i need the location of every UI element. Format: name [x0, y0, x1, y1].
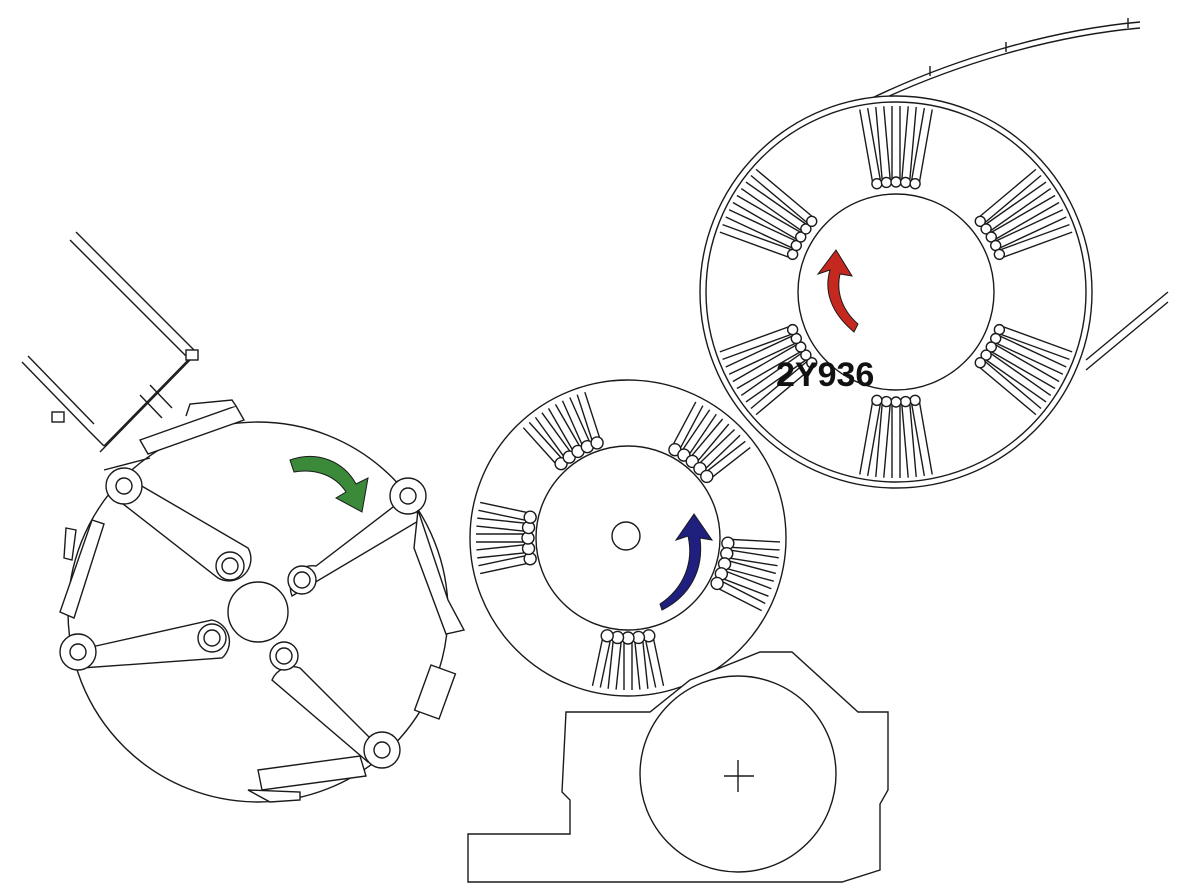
right-drum-finger — [891, 402, 901, 478]
middle-drum-finger-tip — [710, 576, 724, 591]
left-drum — [59, 399, 466, 803]
right-drum-finger-tip — [795, 231, 807, 243]
right-drum-finger-tip — [974, 357, 986, 369]
right-drum-finger — [983, 181, 1052, 233]
middle-drum-finger — [576, 391, 602, 445]
right-drum-finger-tip — [909, 394, 921, 407]
right-drum-finger — [997, 325, 1073, 361]
middle-drum-finger-tip — [523, 510, 537, 524]
right-drum-finger — [859, 399, 882, 476]
base-housing — [467, 651, 889, 883]
middle-drum-finger — [696, 429, 741, 472]
right-drum-finger — [740, 351, 809, 403]
right-drum-finger — [910, 108, 933, 185]
blue-rotation-arrow-icon — [659, 513, 714, 611]
part-number-label: 2Y936 — [776, 356, 874, 394]
right-drum-finger — [875, 106, 892, 183]
right-drum-finger-tip — [880, 176, 893, 189]
middle-drum-finger — [547, 404, 583, 454]
middle-drum-finger — [726, 549, 779, 567]
middle-drum-finger — [633, 636, 649, 690]
right-drum-finger — [977, 359, 1042, 416]
middle-drum-finger — [478, 554, 532, 575]
middle-drum-finger — [723, 559, 777, 582]
right-drum-finger-tip — [806, 215, 818, 227]
right-drum-finger — [750, 359, 815, 416]
right-drum-finger — [977, 168, 1042, 225]
right-drum-finger-tip — [800, 223, 812, 235]
middle-drum-finger — [476, 517, 530, 533]
right-drum-finger — [983, 351, 1052, 403]
right-drum-finger-tip — [890, 396, 902, 408]
right-drum-finger — [719, 223, 795, 259]
middle-drum-finger — [534, 412, 574, 460]
right-drum-finger-tip — [974, 215, 986, 227]
middle-drum-finger — [670, 401, 704, 452]
right-drum-finger-tip — [985, 341, 997, 353]
right-drum — [699, 95, 1093, 489]
middle-drum-finger — [607, 636, 623, 690]
right-drum-finger — [740, 181, 809, 233]
right-drum-finger — [910, 399, 933, 476]
red-rotation-arrow-icon — [816, 249, 859, 333]
right-drum-finger — [993, 334, 1067, 375]
green-rotation-arrow-icon — [289, 456, 369, 513]
right-drum-finger-tip — [880, 395, 893, 408]
right-drum-finger — [875, 401, 892, 478]
middle-drum-finger — [727, 538, 781, 551]
right-drum-finger-tip — [899, 176, 912, 189]
right-drum-finger — [891, 106, 901, 182]
right-drum-finger — [988, 342, 1060, 390]
middle-drum-finger — [703, 440, 751, 481]
right-drum-finger — [719, 325, 795, 361]
middle-drum-finger — [522, 421, 565, 467]
middle-drum — [469, 379, 787, 697]
right-drum-finger — [859, 108, 882, 185]
middle-drum-finger-tip — [700, 469, 714, 484]
right-drum-finger-tip — [890, 176, 902, 188]
middle-drum-finger — [561, 397, 592, 449]
right-drum-finger-tip — [806, 357, 818, 369]
middle-drum-finger — [714, 579, 766, 612]
middle-drum-finger — [719, 569, 772, 597]
right-drum-finger — [997, 223, 1073, 259]
middle-drum-finger — [623, 638, 633, 690]
middle-drum-finger — [680, 409, 717, 458]
right-drum-finger-tip — [909, 177, 921, 190]
middle-drum-finger — [476, 543, 530, 559]
right-drum-finger-tip — [786, 323, 799, 336]
middle-drum-finger-tip — [590, 436, 604, 450]
right-drum-finger — [725, 334, 799, 375]
middle-drum-finger — [478, 501, 532, 522]
right-drum-finger-tip — [993, 248, 1006, 261]
right-drum-finger-tip — [980, 223, 992, 235]
right-drum-finger-tip — [871, 394, 883, 407]
middle-drum-finger — [688, 418, 730, 465]
middle-drum-finger — [591, 634, 612, 688]
right-drum-finger-tip — [980, 349, 992, 361]
middle-drum-finger-tip — [600, 629, 614, 643]
middle-drum-finger — [476, 533, 528, 543]
right-drum-finger — [732, 342, 804, 390]
right-drum-finger-tip — [899, 395, 912, 408]
right-drum-finger — [732, 194, 804, 242]
right-drum-finger — [900, 106, 917, 183]
right-drum-finger-tip — [800, 349, 812, 361]
right-drum-finger — [725, 209, 799, 250]
right-drum-finger — [900, 401, 917, 478]
right-drum-finger — [750, 168, 815, 225]
right-drum-finger-tip — [871, 177, 883, 190]
middle-drum-finger — [644, 634, 665, 688]
hopper-chute — [21, 231, 199, 453]
web-belt — [867, 18, 1169, 371]
right-drum-finger — [993, 209, 1067, 250]
right-drum-finger — [988, 194, 1060, 242]
